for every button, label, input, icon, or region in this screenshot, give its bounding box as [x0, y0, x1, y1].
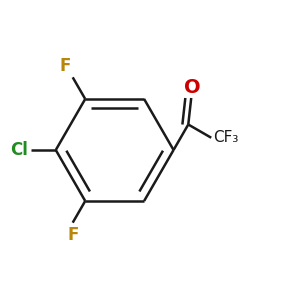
- Text: F: F: [60, 57, 71, 75]
- Text: Cl: Cl: [11, 141, 28, 159]
- Text: F: F: [67, 226, 78, 244]
- Text: CF₃: CF₃: [214, 130, 239, 145]
- Text: O: O: [184, 77, 201, 97]
